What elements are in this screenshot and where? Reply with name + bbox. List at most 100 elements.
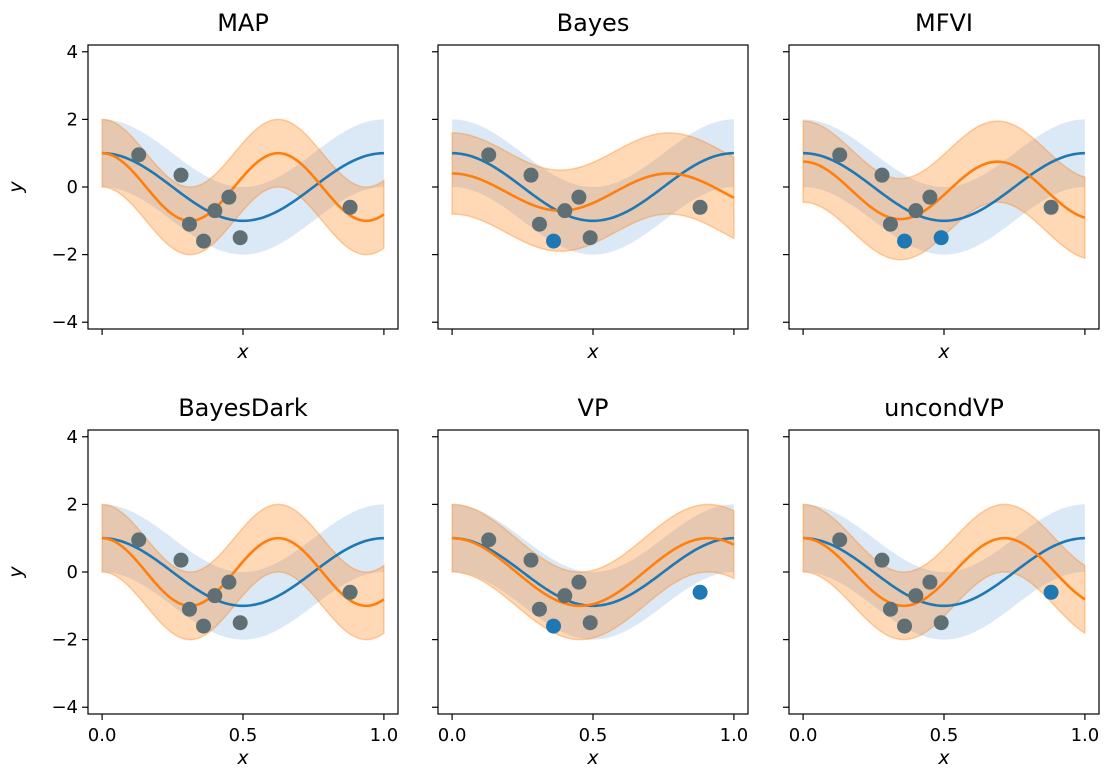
data-point <box>196 618 212 634</box>
data-point <box>342 584 358 600</box>
data-point <box>922 189 938 205</box>
data-point <box>232 230 248 246</box>
true-uncertainty-band <box>102 119 384 255</box>
predictive-band <box>101 503 385 641</box>
y-axis-label: y <box>5 181 27 194</box>
data-point <box>173 552 189 568</box>
data-point <box>882 601 898 617</box>
predictive-mean-line <box>452 172 735 212</box>
data-point <box>173 167 189 183</box>
plot-area <box>101 118 385 256</box>
y-tick-label: −2 <box>51 630 78 651</box>
x-axis-label: x <box>937 747 950 769</box>
subplot-title: BayesDark <box>178 394 308 422</box>
data-point <box>908 203 924 219</box>
data-point <box>1043 584 1059 600</box>
data-point <box>832 147 848 163</box>
x-tick-label: 1.0 <box>370 725 399 746</box>
data-point <box>874 167 890 183</box>
data-point <box>897 618 913 634</box>
subplot-bayes: Bayes x <box>432 9 749 363</box>
data-point <box>131 147 147 163</box>
x-tick-label: 0.5 <box>229 725 258 746</box>
plot-area <box>101 503 385 641</box>
x-axis-label: x <box>937 341 950 363</box>
data-point <box>181 216 197 232</box>
data-point <box>897 233 913 249</box>
x-tick-label: 1.0 <box>1071 725 1100 746</box>
data-point <box>582 615 598 631</box>
data-point <box>221 574 237 590</box>
subplot-title: VP <box>578 394 609 422</box>
x-axis-label: x <box>586 341 599 363</box>
y-tick-label: 2 <box>67 494 78 515</box>
data-point <box>692 584 708 600</box>
plot-area <box>802 119 1086 261</box>
data-point <box>221 189 237 205</box>
data-point <box>181 601 197 617</box>
true-function-line <box>102 151 384 223</box>
x-axis-label: x <box>236 341 249 363</box>
subplot-title: MAP <box>217 9 269 37</box>
true-uncertainty-band <box>452 119 734 255</box>
data-point <box>571 574 587 590</box>
true-function-line <box>803 151 1085 223</box>
predictive-band <box>451 132 735 252</box>
data-point <box>523 167 539 183</box>
data-point <box>933 615 949 631</box>
data-point <box>908 588 924 604</box>
data-point <box>546 233 562 249</box>
data-point <box>342 199 358 215</box>
predictive-band <box>451 503 735 641</box>
data-point <box>832 532 848 548</box>
predictive-band <box>802 120 1086 261</box>
true-uncertainty-band <box>452 504 734 640</box>
data-point <box>523 552 539 568</box>
x-tick-label: 1.0 <box>720 725 749 746</box>
data-point <box>232 615 248 631</box>
data-point <box>874 552 890 568</box>
data-point <box>933 230 949 246</box>
y-tick-label: −4 <box>51 697 78 718</box>
subplot-bayesdark: −4 −2 0 2 4 0.0 0.5 1.0 BayesDark x y <box>5 394 399 769</box>
y-tick-label: −2 <box>51 245 78 266</box>
data-point <box>692 199 708 215</box>
subplot-vp: 0.0 0.5 1.0 VP x <box>432 394 749 769</box>
subplot-title: MFVI <box>915 9 973 37</box>
true-uncertainty-band <box>102 504 384 640</box>
x-tick-label: 0.0 <box>789 725 818 746</box>
data-point <box>882 216 898 232</box>
subplot-uncondvp: 0.0 0.5 1.0 uncondVP x <box>783 394 1100 769</box>
x-tick-label: 0.0 <box>438 725 467 746</box>
true-function-line <box>452 536 734 608</box>
data-point <box>546 618 562 634</box>
subplot-title: uncondVP <box>884 394 1004 422</box>
y-axis-label: y <box>5 566 27 579</box>
data-point <box>531 216 547 232</box>
data-point <box>531 601 547 617</box>
predictive-mean-line <box>102 536 385 608</box>
y-tick-label: 0 <box>67 177 78 198</box>
predictive-band <box>802 503 1086 641</box>
data-point <box>196 233 212 249</box>
y-tick-label: 0 <box>67 562 78 583</box>
y-tick-label: 4 <box>67 427 78 448</box>
true-function-line <box>452 151 734 223</box>
y-tick-label: 4 <box>67 42 78 63</box>
y-tick-label: −4 <box>51 312 78 333</box>
subplot-title: Bayes <box>557 9 630 37</box>
data-point <box>582 230 598 246</box>
predictive-mean-line <box>102 151 385 223</box>
true-function-line <box>102 536 384 608</box>
data-point <box>131 532 147 548</box>
x-tick-label: 0.0 <box>88 725 117 746</box>
true-uncertainty-band <box>803 119 1085 255</box>
data-point <box>557 588 573 604</box>
predictive-mean-line <box>803 160 1086 221</box>
x-axis-label: x <box>586 747 599 769</box>
data-point <box>1043 199 1059 215</box>
plot-area <box>802 503 1086 641</box>
data-point <box>481 532 497 548</box>
x-tick-label: 0.5 <box>579 725 608 746</box>
plot-area <box>451 119 735 255</box>
